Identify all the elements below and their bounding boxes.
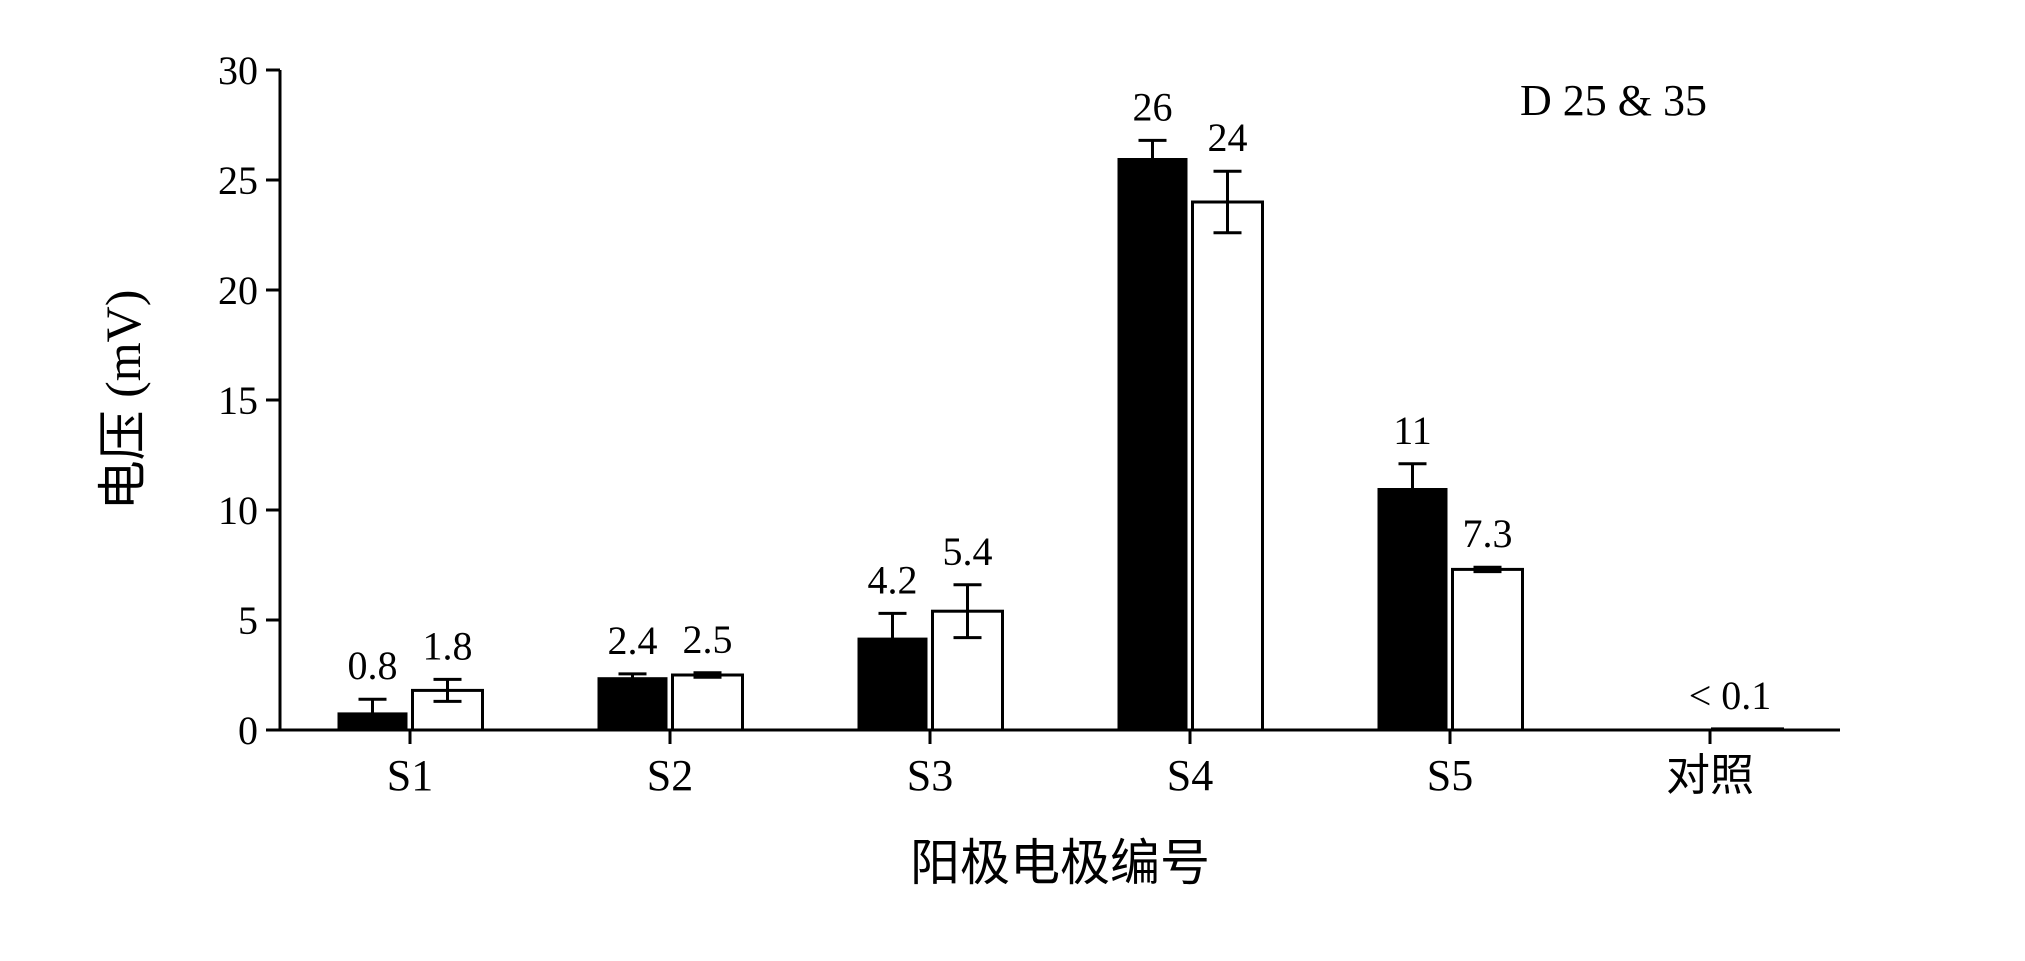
value-label: 2.5 xyxy=(683,617,733,662)
y-tick-label: 10 xyxy=(218,488,258,533)
bar xyxy=(1453,569,1523,730)
bar xyxy=(1638,729,1708,730)
x-category-label: S4 xyxy=(1167,751,1213,800)
y-tick-label: 5 xyxy=(238,598,258,643)
bar xyxy=(673,675,743,730)
value-label: 5.4 xyxy=(943,529,993,574)
x-category-label: S1 xyxy=(387,751,433,800)
y-axis-title: 电压 (mV) xyxy=(95,290,151,511)
x-category-label: S5 xyxy=(1427,751,1473,800)
value-label: 4.2 xyxy=(868,557,918,602)
bar xyxy=(1118,158,1188,730)
value-label: 24 xyxy=(1208,115,1248,160)
value-label: 26 xyxy=(1133,84,1173,129)
y-tick-label: 0 xyxy=(238,708,258,753)
bar xyxy=(1193,202,1263,730)
bar xyxy=(1713,729,1783,730)
value-label: 0.8 xyxy=(348,643,398,688)
y-tick-label: 15 xyxy=(218,378,258,423)
value-label: 11 xyxy=(1393,408,1432,453)
x-category-label: S3 xyxy=(907,751,953,800)
chart-annotation: D 25 & 35 xyxy=(1520,76,1707,125)
x-category-label: 对照 xyxy=(1666,751,1754,800)
voltage-bar-chart: 0 5 10 15 20 25 30 电压 (mV) 0.8 1.8 S1 2.4 2.5 S2 4.2 5.… xyxy=(0,0,2025,961)
y-tick-label: 30 xyxy=(218,48,258,93)
y-tick-label: 25 xyxy=(218,158,258,203)
bar xyxy=(1378,488,1448,730)
value-label: 1.8 xyxy=(423,623,473,668)
x-category-label: S2 xyxy=(647,751,693,800)
y-tick-label: 20 xyxy=(218,268,258,313)
chart-container: 0 5 10 15 20 25 30 电压 (mV) 0.8 1.8 S1 2.4 2.5 S2 4.2 5.… xyxy=(0,0,2025,961)
value-label: < 0.1 xyxy=(1689,673,1772,718)
x-axis-title: 阳极电极编号 xyxy=(910,835,1210,891)
value-label: 7.3 xyxy=(1463,511,1513,556)
value-label: 2.4 xyxy=(608,618,658,663)
bar xyxy=(598,677,668,730)
